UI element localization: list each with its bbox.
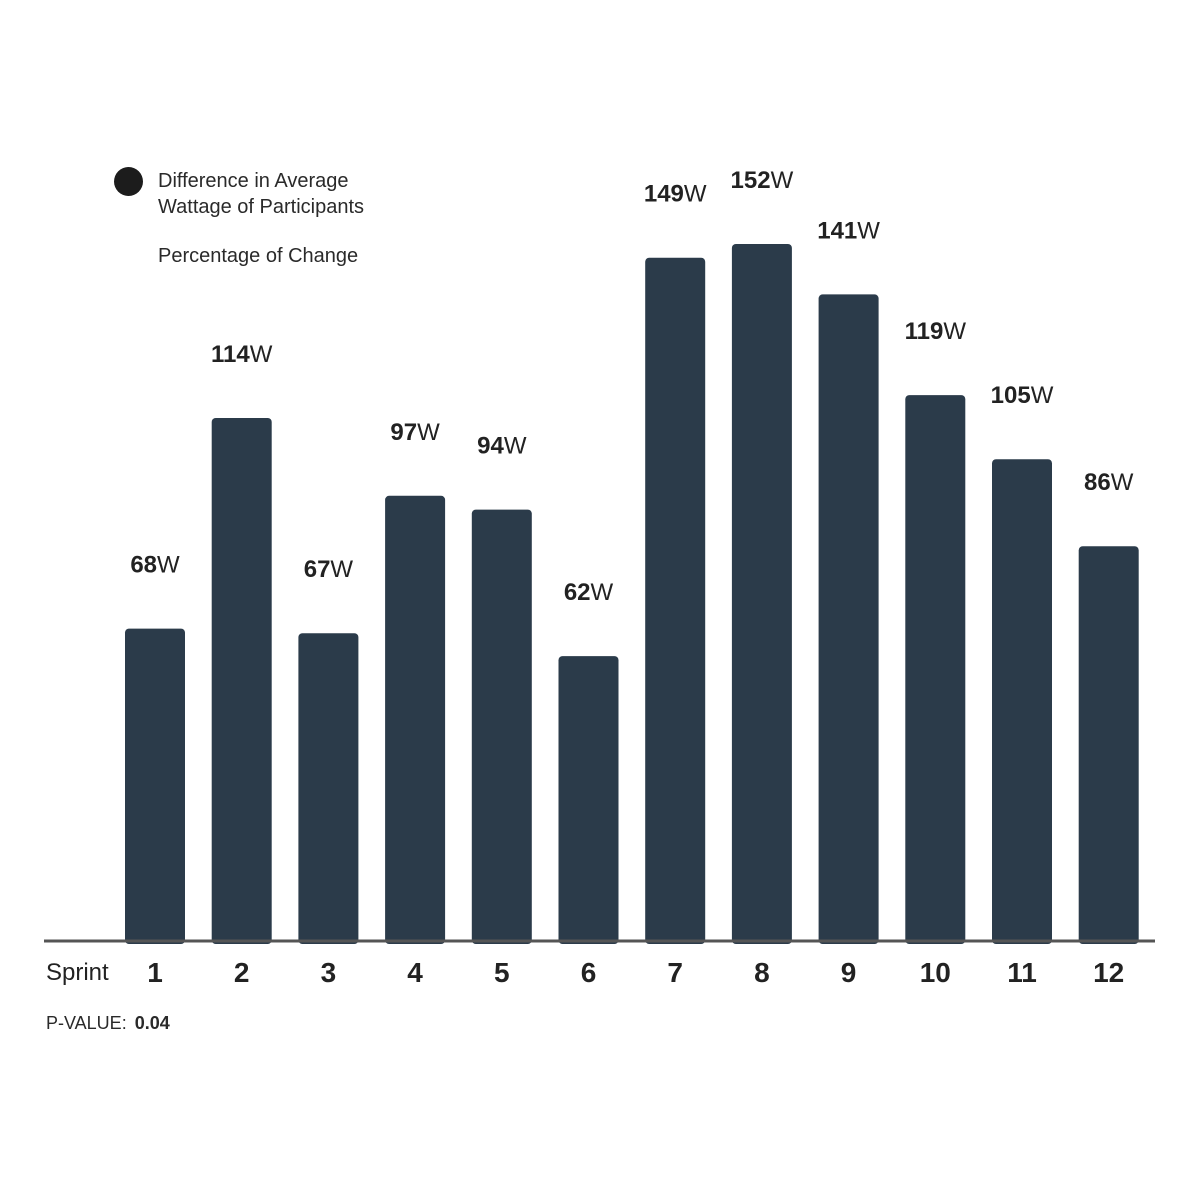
bar-sprint-4 — [385, 495, 446, 944]
x-tick-label-5: 5 — [494, 957, 510, 988]
value-label-sprint-11: 105W — [991, 382, 1054, 409]
bar-sprint-7 — [645, 257, 706, 944]
x-tick-label-1: 1 — [147, 957, 163, 988]
value-label-sprint-12: 86W — [1084, 469, 1134, 496]
value-label-sprint-7: 149W — [644, 181, 707, 208]
bar-sprint-11 — [992, 459, 1052, 944]
x-tick-label-12: 12 — [1093, 957, 1124, 988]
bar-sprint-8 — [731, 244, 792, 944]
x-tick-label-4: 4 — [407, 957, 423, 988]
x-tick-label-10: 10 — [920, 957, 951, 988]
bar-sprint-1 — [125, 628, 185, 944]
legend-dot-icon — [114, 167, 143, 196]
value-label-sprint-1: 68W — [130, 552, 180, 579]
value-label-sprint-2: 114W — [211, 341, 273, 368]
value-label-sprint-6: 62W — [564, 579, 614, 606]
x-tick-label-6: 6 — [581, 957, 597, 988]
value-label-sprint-10: 119W — [905, 318, 967, 345]
bar-sprint-9 — [818, 294, 879, 944]
value-label-sprint-4: 97W — [390, 419, 440, 446]
x-tick-label-8: 8 — [754, 957, 770, 988]
bars-group — [125, 244, 1139, 945]
x-axis-label: Sprint — [46, 959, 109, 986]
x-tick-label-9: 9 — [841, 957, 857, 988]
value-label-sprint-5: 94W — [477, 433, 527, 460]
bar-sprint-12 — [1078, 546, 1139, 944]
p-value: P-VALUE: 0.04 — [46, 1013, 170, 1034]
x-tick-labels-group: 1 2 3 4 5 6 7 8 9 10 11 12 — [147, 957, 1124, 988]
value-label-sprint-8: 152W — [731, 167, 794, 194]
bar-sprint-6 — [558, 656, 619, 944]
x-tick-label-3: 3 — [321, 957, 337, 988]
p-value-number: 0.04 — [134, 1013, 170, 1033]
bar-sprint-5 — [471, 509, 532, 944]
x-tick-label-11: 11 — [1007, 957, 1037, 988]
bar-sprint-10 — [905, 395, 966, 945]
value-label-sprint-9: 141W — [817, 217, 880, 244]
p-value-label: P-VALUE: — [46, 1013, 127, 1033]
value-label-sprint-3: 67W — [304, 556, 354, 583]
x-tick-label-7: 7 — [667, 957, 683, 988]
bar-sprint-3 — [298, 633, 359, 944]
bar-sprint-2 — [211, 418, 272, 944]
legend-secondary-label: Percentage of Change — [158, 245, 359, 267]
x-tick-label-2: 2 — [234, 957, 250, 988]
legend-series-label: Difference in Average Wattage of Partici… — [158, 170, 365, 218]
value-labels-group: 68W 114W 67W 97W 94W 62W 149W 152W 141W 119W 105W 8… — [130, 167, 1133, 606]
